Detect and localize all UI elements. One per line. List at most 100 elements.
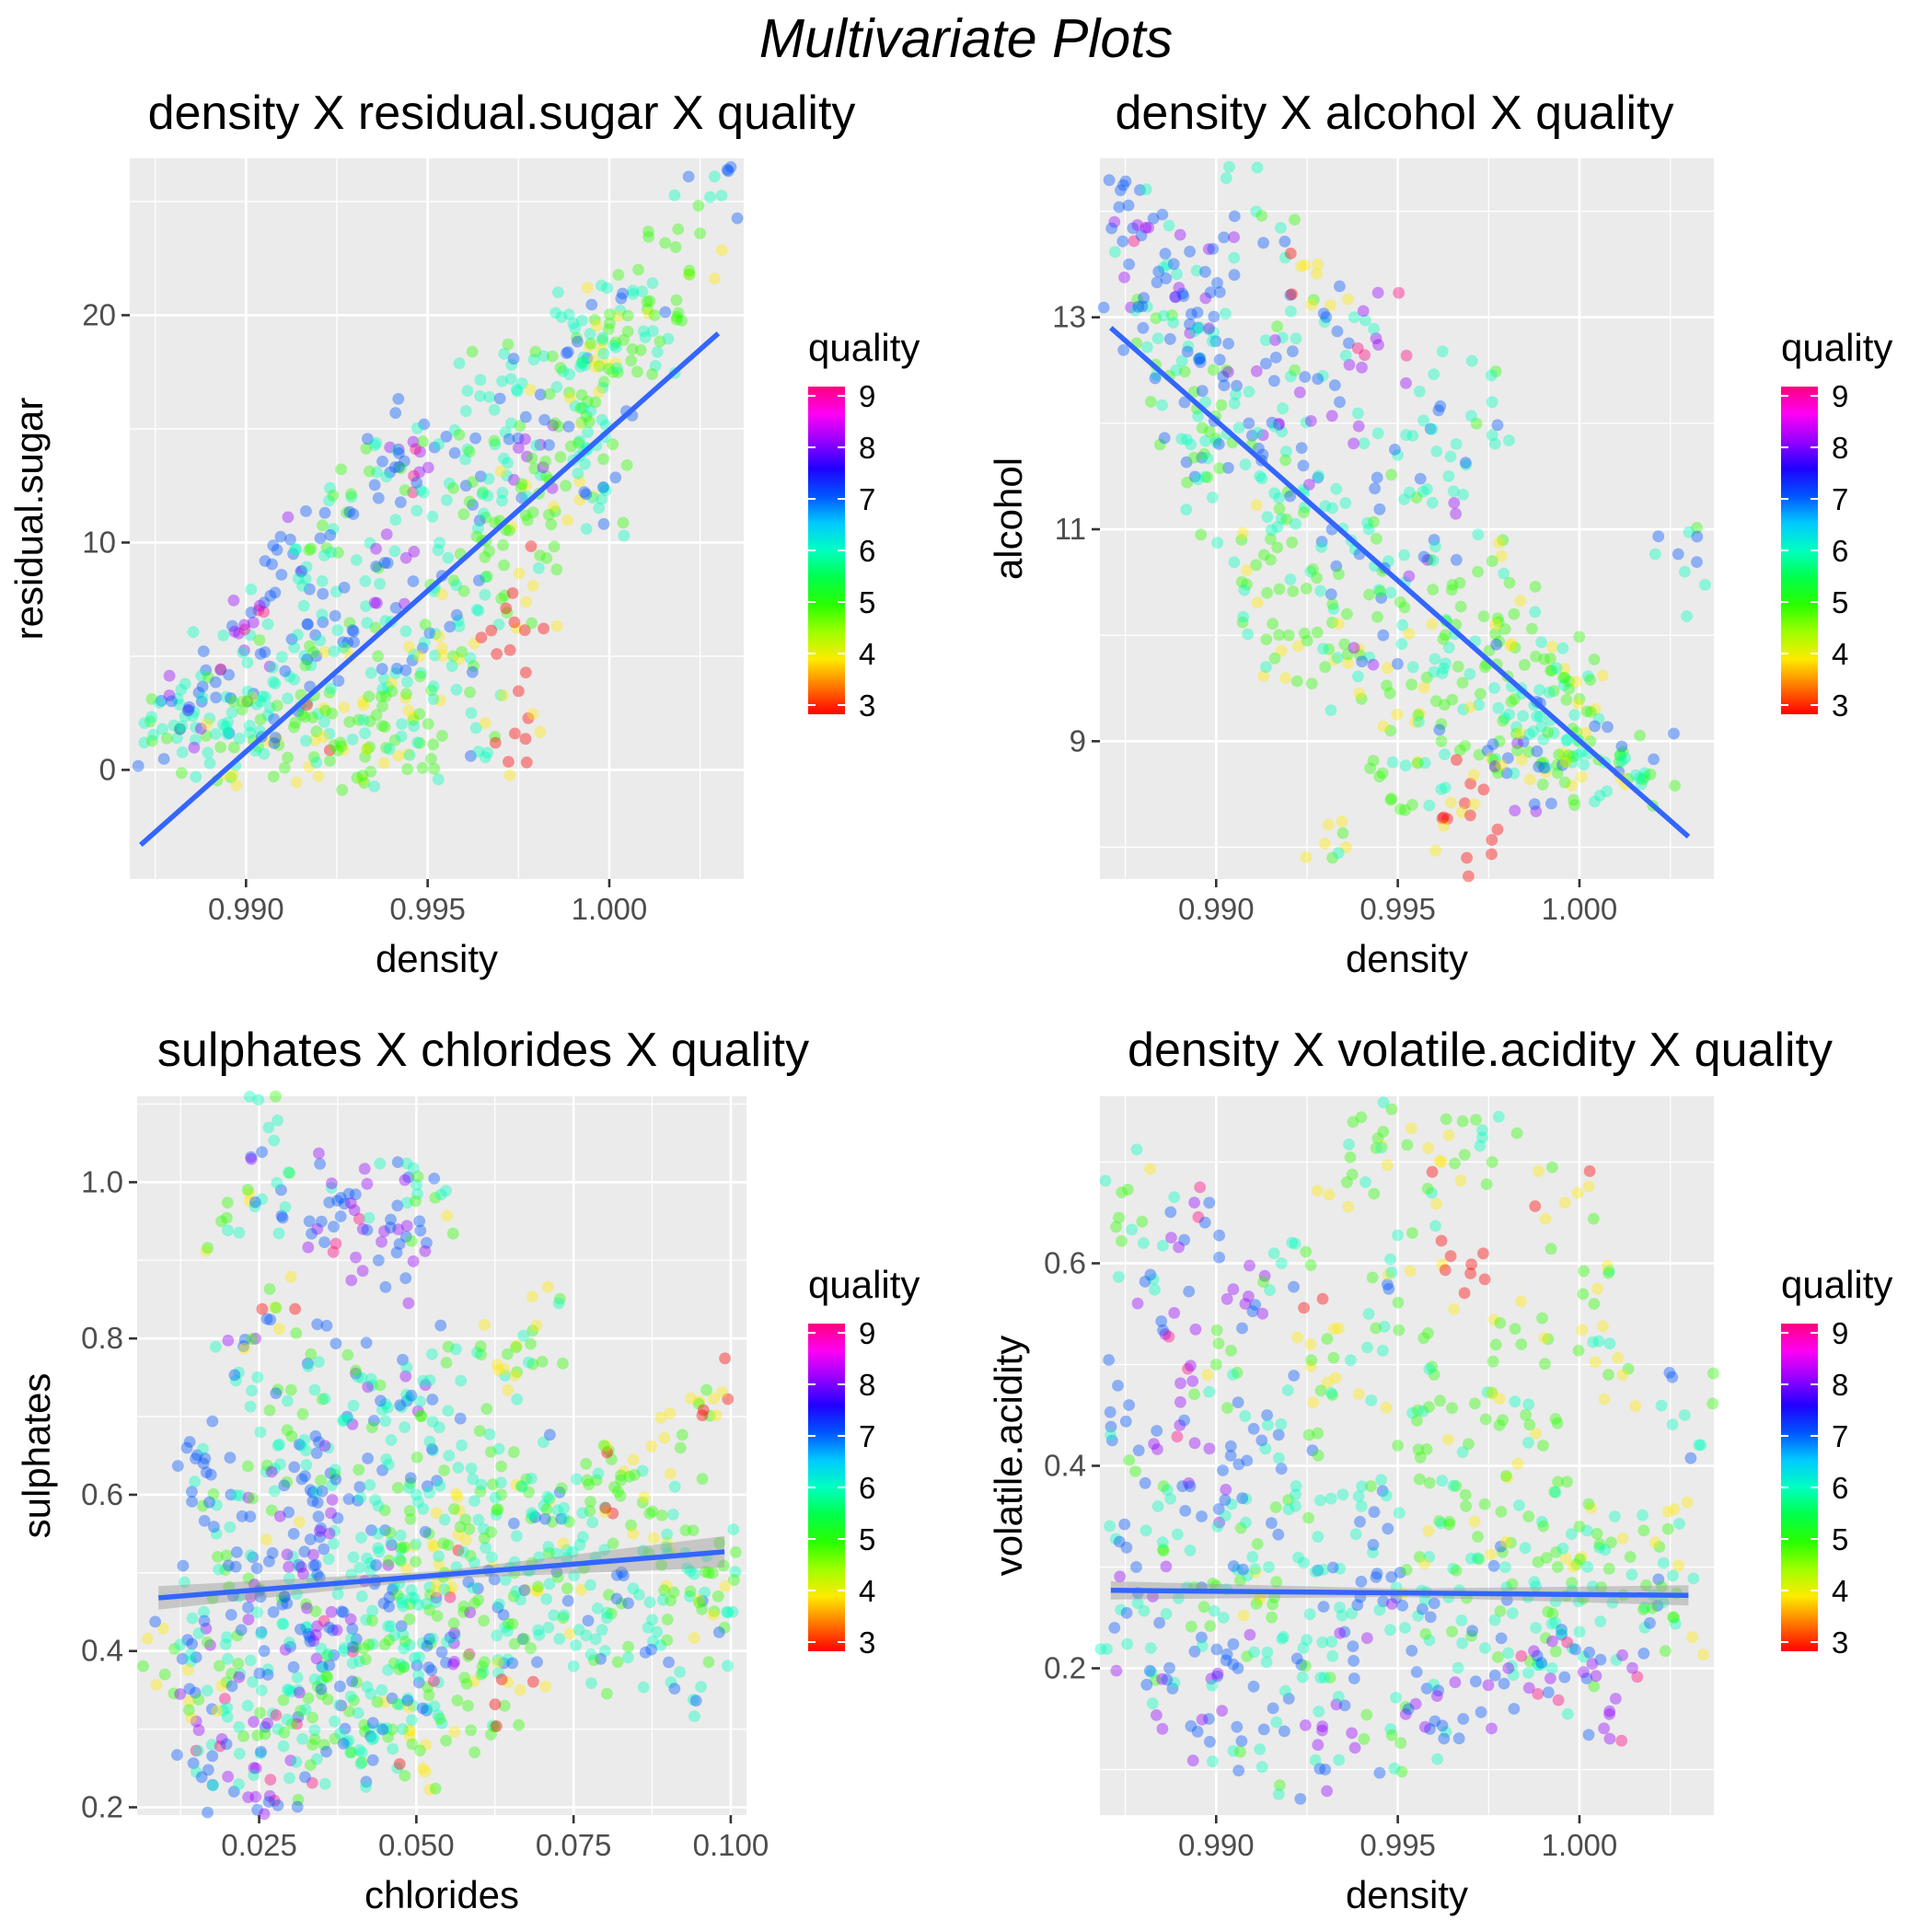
scatter-point bbox=[454, 1521, 467, 1533]
scatter-point bbox=[1304, 565, 1317, 578]
scatter-point bbox=[615, 1474, 627, 1487]
scatter-point bbox=[1560, 694, 1573, 706]
scatter-point bbox=[380, 742, 392, 754]
scatter-point bbox=[1535, 1659, 1548, 1672]
scatter-point bbox=[560, 480, 572, 492]
scatter-point bbox=[1423, 1634, 1436, 1647]
scatter-point bbox=[418, 636, 431, 649]
scatter-point bbox=[241, 1699, 254, 1712]
scatter-point bbox=[259, 555, 272, 567]
scatter-point bbox=[364, 766, 377, 778]
scatter-point bbox=[1374, 585, 1387, 597]
colorbar-label: 3 bbox=[859, 1625, 875, 1660]
scatter-point bbox=[1545, 1617, 1558, 1630]
scatter-point bbox=[1582, 1498, 1595, 1510]
scatter-point bbox=[285, 1718, 298, 1730]
scatter-point bbox=[1129, 304, 1141, 317]
scatter-point bbox=[404, 1476, 417, 1489]
scatter-point bbox=[416, 1637, 429, 1649]
scatter-point bbox=[289, 1302, 301, 1315]
scatter-point bbox=[248, 1716, 260, 1728]
scatter-point bbox=[398, 455, 411, 468]
scatter-point bbox=[1186, 307, 1197, 320]
y-tick-label: 10 bbox=[82, 525, 116, 559]
scatter-point bbox=[643, 1596, 656, 1609]
scatter-point bbox=[310, 1447, 323, 1460]
scatter-point bbox=[207, 1487, 220, 1500]
scatter-point bbox=[243, 1187, 255, 1199]
scatter-point bbox=[494, 688, 507, 701]
scatter-point bbox=[469, 432, 481, 445]
scatter-point bbox=[627, 1453, 640, 1466]
scatter-point bbox=[1549, 1487, 1562, 1498]
scatter-point bbox=[1417, 1405, 1429, 1417]
scatter-point bbox=[1603, 1705, 1616, 1718]
scatter-point bbox=[407, 1162, 420, 1174]
scatter-point bbox=[242, 1491, 255, 1504]
scatter-point bbox=[581, 282, 594, 294]
scatter-point bbox=[215, 1680, 228, 1693]
scatter-point bbox=[508, 1637, 521, 1650]
scatter-point bbox=[145, 693, 158, 705]
scatter-point bbox=[503, 1617, 515, 1630]
scatter-point bbox=[432, 1709, 445, 1721]
scatter-point bbox=[595, 343, 607, 356]
scatter-point bbox=[1203, 1197, 1216, 1209]
scatter-point bbox=[214, 663, 227, 676]
scatter-point bbox=[1334, 1562, 1346, 1575]
scatter-point bbox=[561, 347, 573, 360]
scatter-point bbox=[426, 1348, 438, 1360]
scatter-point bbox=[1303, 1608, 1316, 1621]
scatter-point bbox=[1370, 1322, 1382, 1335]
scatter-point bbox=[552, 421, 565, 433]
scatter-point bbox=[1638, 1621, 1651, 1634]
scatter-point bbox=[190, 770, 202, 783]
scatter-point bbox=[349, 1188, 362, 1200]
scatter-point bbox=[380, 1453, 393, 1465]
scatter-point bbox=[1504, 640, 1517, 653]
scatter-point bbox=[233, 1671, 246, 1683]
scatter-point bbox=[1576, 770, 1588, 783]
scatter-point bbox=[195, 695, 208, 708]
scatter-point bbox=[419, 619, 432, 631]
scatter-point bbox=[1261, 1646, 1274, 1659]
scatter-point bbox=[503, 643, 516, 656]
scatter-point bbox=[1221, 364, 1232, 376]
scatter-point bbox=[1545, 665, 1558, 677]
scatter-point bbox=[577, 351, 590, 364]
scatter-point bbox=[1567, 1561, 1579, 1573]
scatter-point bbox=[534, 550, 546, 561]
scatter-point bbox=[206, 1750, 219, 1763]
scatter-point bbox=[174, 723, 187, 735]
scatter-point bbox=[469, 1746, 480, 1759]
scatter-point bbox=[570, 1639, 583, 1651]
scatter-point bbox=[488, 403, 501, 416]
scatter-point bbox=[363, 1638, 376, 1651]
scatter-point bbox=[1298, 506, 1310, 519]
scatter-point bbox=[1469, 1675, 1482, 1688]
scatter-point bbox=[1634, 729, 1646, 742]
scatter-point bbox=[1444, 450, 1457, 463]
scatter-point bbox=[731, 212, 744, 225]
scatter-point bbox=[607, 1537, 619, 1550]
scatter-point bbox=[261, 618, 274, 631]
scatter-point bbox=[200, 1244, 213, 1257]
scatter-point bbox=[318, 1614, 330, 1627]
scatter-point bbox=[499, 1574, 512, 1586]
scatter-point bbox=[1588, 654, 1601, 665]
scatter-point bbox=[198, 1514, 211, 1527]
scatter-point bbox=[392, 443, 405, 456]
scatter-point bbox=[1334, 1602, 1346, 1614]
scatter-point bbox=[320, 1670, 332, 1683]
scatter-point bbox=[330, 1337, 342, 1349]
colorbar-label: 4 bbox=[1832, 637, 1848, 671]
scatter-point bbox=[419, 1244, 432, 1257]
scatter-point bbox=[343, 1705, 355, 1718]
scatter-point bbox=[1523, 1655, 1536, 1667]
scatter-point bbox=[417, 1502, 430, 1515]
scatter-point bbox=[284, 1270, 297, 1283]
scatter-point bbox=[1360, 1708, 1373, 1721]
scatter-point bbox=[1117, 179, 1129, 191]
scatter-point bbox=[318, 1236, 330, 1248]
